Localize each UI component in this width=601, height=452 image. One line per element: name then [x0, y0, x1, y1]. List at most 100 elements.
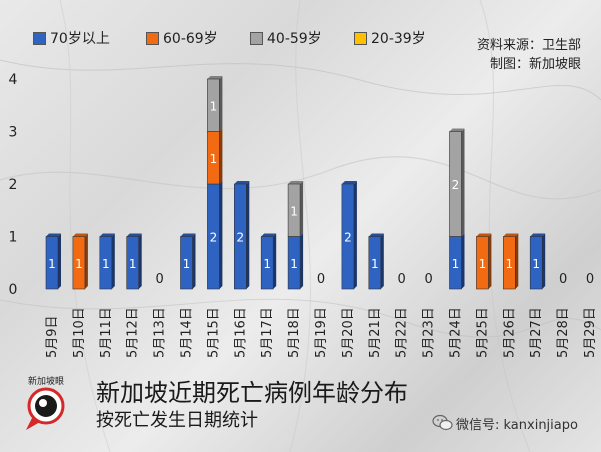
legend-swatch-70plus: [33, 31, 46, 45]
bar-segment-side: [461, 233, 465, 289]
bar-segment-top: [449, 128, 465, 132]
legend-swatch-60-69: [146, 31, 159, 45]
legend-item-60-69: 60-69岁: [146, 30, 218, 47]
legend-label-70plus: 70岁以上: [50, 31, 110, 47]
bar-segment: [368, 236, 382, 290]
bar-segment: [180, 236, 193, 290]
x-tick-label: 5月10日: [72, 307, 87, 358]
bar-segment-side: [84, 233, 88, 289]
bar-segment-side: [273, 233, 277, 289]
x-tick-label: 5月14日: [180, 307, 195, 358]
legend-label-40-59: 40-59岁: [267, 31, 322, 47]
bar-segment: [287, 183, 301, 237]
legend-swatch-20-39: [354, 31, 367, 45]
bar-segment-top: [126, 233, 142, 237]
bar-segment: [502, 236, 516, 290]
bar-segment-side: [461, 128, 465, 237]
bar-segment: [341, 183, 355, 290]
data-label: 1: [48, 257, 56, 271]
wechat-icon: [432, 414, 453, 431]
bar-segment-side: [219, 181, 223, 289]
data-label-zero: 0: [155, 272, 163, 287]
data-label: 1: [210, 152, 218, 166]
x-tick-label: 5月9日: [45, 315, 60, 358]
data-label: 1: [532, 257, 540, 271]
data-label-zero: 0: [398, 272, 406, 287]
data-label: 2: [210, 231, 218, 245]
x-tick-label: 5月18日: [287, 307, 302, 358]
x-tick-label: 5月29日: [583, 307, 598, 358]
data-label: 1: [479, 257, 487, 271]
chart-subtitle: 按死亡发生日期统计: [96, 410, 258, 431]
bar-segment-side: [111, 233, 115, 289]
data-label: 1: [263, 257, 271, 271]
bar-segment-side: [353, 181, 357, 289]
bar-segment-top: [234, 181, 250, 184]
legend-item-20-39: 20-39岁: [354, 30, 426, 47]
bar-segment-top: [207, 76, 223, 79]
x-tick-label: 5月21日: [368, 307, 383, 358]
bar-segment-top: [503, 233, 519, 237]
legend-item-70plus: 70岁以上: [33, 30, 110, 47]
data-label-zero: 0: [317, 272, 325, 287]
bar-segment-top: [261, 233, 277, 237]
bar-segment-side: [138, 233, 142, 289]
data-label: 1: [452, 257, 460, 271]
data-label: 1: [129, 257, 137, 271]
brand-logo: [26, 387, 65, 430]
legend-label-20-39: 20-39岁: [371, 31, 426, 47]
x-tick-label: 5月27日: [529, 307, 544, 358]
data-label-zero: 0: [586, 272, 594, 287]
bar-segment-side: [192, 233, 196, 289]
y-tick-label: 0: [9, 282, 18, 298]
x-tick-label: 5月11日: [99, 307, 114, 358]
y-tick-label: 1: [9, 230, 18, 246]
bar-segment: [476, 236, 489, 290]
bar-segment-side: [58, 233, 61, 289]
x-tick-label: 5月13日: [153, 307, 168, 358]
bar-segment-top: [368, 233, 384, 237]
x-tick-label: 5月20日: [341, 307, 356, 358]
bar-segment-top: [72, 233, 88, 237]
bar-segment-top: [288, 181, 304, 184]
x-tick-label: 5月26日: [502, 307, 517, 358]
data-label: 2: [344, 231, 352, 245]
bar-segment: [45, 236, 59, 290]
bar-segment: [234, 183, 247, 290]
source-label: 资料来源：卫生部: [476, 38, 581, 53]
logo-text: 新加坡眼: [28, 377, 65, 387]
y-tick-label: 4: [9, 72, 18, 88]
x-tick-label: 5月12日: [126, 307, 141, 358]
x-tick-label: 5月19日: [314, 307, 329, 358]
bar-segment-top: [46, 233, 61, 237]
data-label: 1: [102, 257, 110, 271]
bar-segment-top: [180, 233, 196, 237]
data-label: 1: [75, 257, 83, 271]
x-tick-label: 5月17日: [260, 307, 275, 358]
legend-label-60-69: 60-69岁: [163, 31, 218, 47]
legend-swatch-40-59: [250, 31, 263, 45]
bar-segment: [260, 236, 274, 290]
bar-segment: [449, 131, 462, 237]
bar-segment: [126, 236, 139, 290]
bar-segment-top: [530, 233, 546, 237]
bar-segment-side: [219, 76, 223, 132]
bar-segment-top: [99, 233, 115, 237]
bar-segment-side: [542, 233, 546, 289]
data-label: 1: [371, 257, 379, 271]
data-label: 1: [290, 257, 298, 271]
bar-segment-side: [300, 181, 304, 237]
x-tick-label: 5月24日: [449, 307, 464, 358]
bar-segment-top: [341, 181, 357, 184]
data-label: 1: [210, 99, 218, 113]
stacked-bar-chart: 0 1 2 3 4 1 5月9日 1 5月10日 1 5月11日 1 5月12日 0 5月13日 1 5月14日…: [9, 72, 598, 358]
data-label: 2: [236, 231, 244, 245]
bar-segment: [72, 236, 86, 290]
x-tick-label: 5月22日: [395, 307, 410, 358]
credit-label: 制图：新加坡眼: [489, 57, 581, 72]
bar-segment-side: [219, 128, 223, 184]
bar-segment: [529, 236, 543, 290]
bar-segment-side: [246, 181, 250, 289]
